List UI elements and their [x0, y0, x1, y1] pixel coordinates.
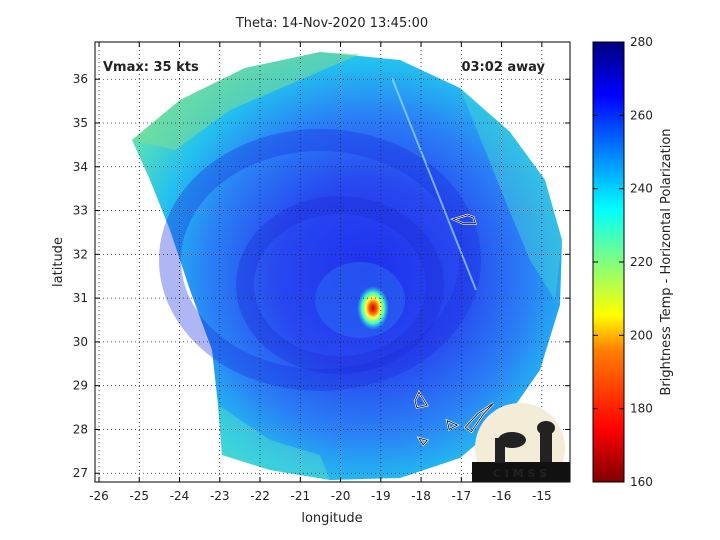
x-tick-label: -25: [129, 489, 149, 503]
plot-frame: [94, 41, 571, 483]
x-tick-label: -24: [170, 489, 190, 503]
x-tick-label: -17: [452, 489, 472, 503]
land-outline-edge: [418, 437, 428, 446]
y-tick-label: 31: [73, 291, 88, 305]
land-outline-edge: [452, 214, 476, 225]
water-tower-icon: [540, 430, 552, 462]
y-tick-label: 29: [73, 379, 88, 393]
x-tick-label: -22: [250, 489, 270, 503]
timing-annotation: 03:02 away: [461, 60, 545, 75]
y-tick-label: 30: [73, 335, 88, 349]
chart-title: Theta: 14-Nov-2020 13:45:00: [235, 16, 428, 31]
colorbar-tick-label: 180: [630, 402, 653, 416]
y-axis-label: latitude: [51, 237, 66, 287]
vmax-annotation: Vmax: 35 kts: [103, 60, 199, 75]
cimss-logo: C I M S S: [472, 403, 570, 482]
x-tick-label: -18: [411, 489, 431, 503]
y-tick-label: 36: [73, 72, 88, 86]
colorbar-tick-label: 240: [630, 182, 653, 196]
x-tick-label: -23: [210, 489, 230, 503]
colorbar-tick-label: 160: [630, 475, 653, 489]
x-tick-label: -15: [532, 489, 552, 503]
colorbar: [593, 42, 624, 482]
y-tick-label: 32: [73, 247, 88, 261]
land-outline-edge: [446, 420, 459, 431]
brightness-swath: [132, 52, 562, 480]
grid: [95, 42, 570, 482]
x-axis-ticks: -26 -25 -24 -23 -22 -21 -20 -19 -18 -17 -16 -15: [89, 42, 552, 503]
x-axis-label: longitude: [301, 511, 362, 526]
x-tick-label: -19: [371, 489, 391, 503]
colorbar-ticks: 160 180 200 220 240 260 280: [593, 35, 653, 489]
y-tick-label: 33: [73, 204, 88, 218]
x-tick-label: -26: [89, 489, 109, 503]
x-tick-label: -20: [331, 489, 351, 503]
logo-banner: [472, 462, 570, 482]
x-tick-label: -21: [290, 489, 310, 503]
logo-text: C I M S S: [493, 467, 547, 480]
colorbar-tick-label: 200: [630, 328, 653, 342]
y-tick-label: 28: [73, 422, 88, 436]
colorbar-label: Brightness Temp - Horizontal Polarizatio…: [659, 128, 674, 395]
colorbar-tick-label: 220: [630, 255, 653, 269]
y-tick-label: 34: [73, 160, 88, 174]
land-outline-edge: [414, 391, 428, 409]
y-tick-label: 27: [73, 466, 88, 480]
land-outline-edge: [464, 402, 494, 433]
y-tick-label: 35: [73, 116, 88, 130]
colorbar-tick-label: 260: [630, 108, 653, 122]
satellite-dish-icon: [498, 432, 526, 448]
x-tick-label: -16: [492, 489, 512, 503]
colorbar-tick-label: 280: [630, 35, 653, 49]
land-outlines: [413, 213, 495, 447]
